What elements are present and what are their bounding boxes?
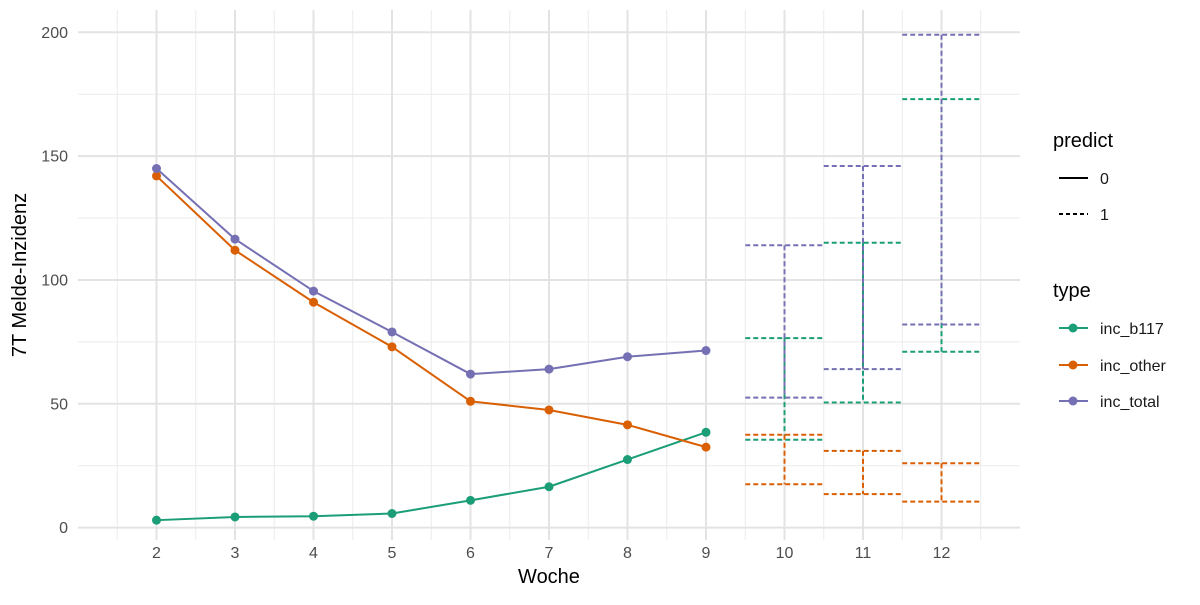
data-point-inc-other — [309, 297, 318, 307]
data-point-inc-other — [466, 396, 475, 406]
data-point-inc-total — [387, 327, 397, 337]
y-tick-label: 200 — [41, 25, 68, 42]
legend-type-key-inc-b117-point — [1068, 323, 1078, 333]
x-tick-label: 7 — [545, 545, 554, 562]
legend-predict-title: predict — [1053, 130, 1113, 152]
data-point-inc-total — [701, 346, 711, 356]
x-axis-title: Woche — [518, 566, 580, 588]
data-point-inc-total — [230, 234, 240, 244]
series-line-inc-other — [155, 175, 707, 449]
data-point-inc-b117 — [544, 482, 554, 492]
data-point-inc-other — [701, 442, 711, 452]
x-tick-label: 3 — [231, 545, 240, 562]
data-point-inc-other — [623, 420, 632, 430]
legend-predict-label-0: 0 — [1100, 171, 1109, 188]
data-point-inc-b117 — [309, 511, 318, 521]
data-point-inc-total — [623, 352, 632, 362]
x-tick-label: 11 — [855, 545, 872, 562]
y-axis-title: 7T Melde-Inzidenz — [9, 193, 31, 357]
x-tick-label: 5 — [388, 545, 397, 562]
data-point-inc-b117 — [623, 455, 632, 465]
x-axis-ticks: 2 3 4 5 6 7 8 9 10 11 12 — [152, 545, 950, 562]
y-tick-label: 150 — [41, 149, 68, 166]
x-tick-label: 6 — [466, 545, 475, 562]
data-point-inc-total — [544, 364, 554, 374]
x-tick-label: 8 — [623, 545, 632, 562]
legend-predict-label-1: 1 — [1100, 207, 1109, 224]
x-tick-label: 4 — [309, 545, 318, 562]
data-point-inc-b117 — [466, 495, 475, 505]
data-point-inc-other — [387, 342, 397, 352]
data-point-inc-other — [230, 245, 240, 255]
data-point-inc-other — [544, 405, 554, 415]
data-point-inc-other — [152, 171, 161, 181]
legend-type-key-inc-other-point — [1068, 360, 1078, 370]
y-tick-label: 100 — [41, 272, 68, 289]
data-point-inc-total — [309, 286, 318, 296]
observed-points — [152, 164, 711, 525]
x-tick-label: 2 — [152, 545, 161, 562]
legend-type-label-inc-b117: inc_b117 — [1100, 321, 1164, 338]
data-point-inc-b117 — [387, 509, 397, 518]
data-point-inc-total — [466, 369, 475, 379]
x-tick-label: 12 — [933, 545, 951, 562]
major-gridlines — [78, 10, 1020, 540]
legend-type-title: type — [1053, 280, 1091, 302]
prediction-intervals — [745, 33, 981, 503]
legend-type-label-inc-total: inc_total — [1100, 394, 1160, 411]
observed-lines — [155, 167, 707, 522]
data-point-inc-total — [152, 164, 161, 174]
y-tick-label: 50 — [50, 396, 68, 413]
x-tick-label: 10 — [776, 545, 794, 562]
data-point-inc-b117 — [230, 512, 240, 522]
x-tick-label: 9 — [702, 545, 711, 562]
legend-type: type inc_b117 inc_other inc_total — [1053, 280, 1166, 411]
series-line-inc-b117 — [156, 431, 707, 522]
series-line-inc-total — [155, 167, 707, 376]
data-point-inc-b117 — [701, 427, 711, 437]
y-axis-ticks: 0 50 100 150 200 — [41, 25, 68, 537]
legend-type-key-inc-total-point — [1068, 396, 1078, 406]
legend-type-label-inc-other: inc_other — [1100, 358, 1166, 375]
data-point-inc-b117 — [152, 515, 161, 525]
y-tick-label: 0 — [59, 520, 68, 537]
legend-predict: predict 0 1 — [1053, 130, 1113, 224]
